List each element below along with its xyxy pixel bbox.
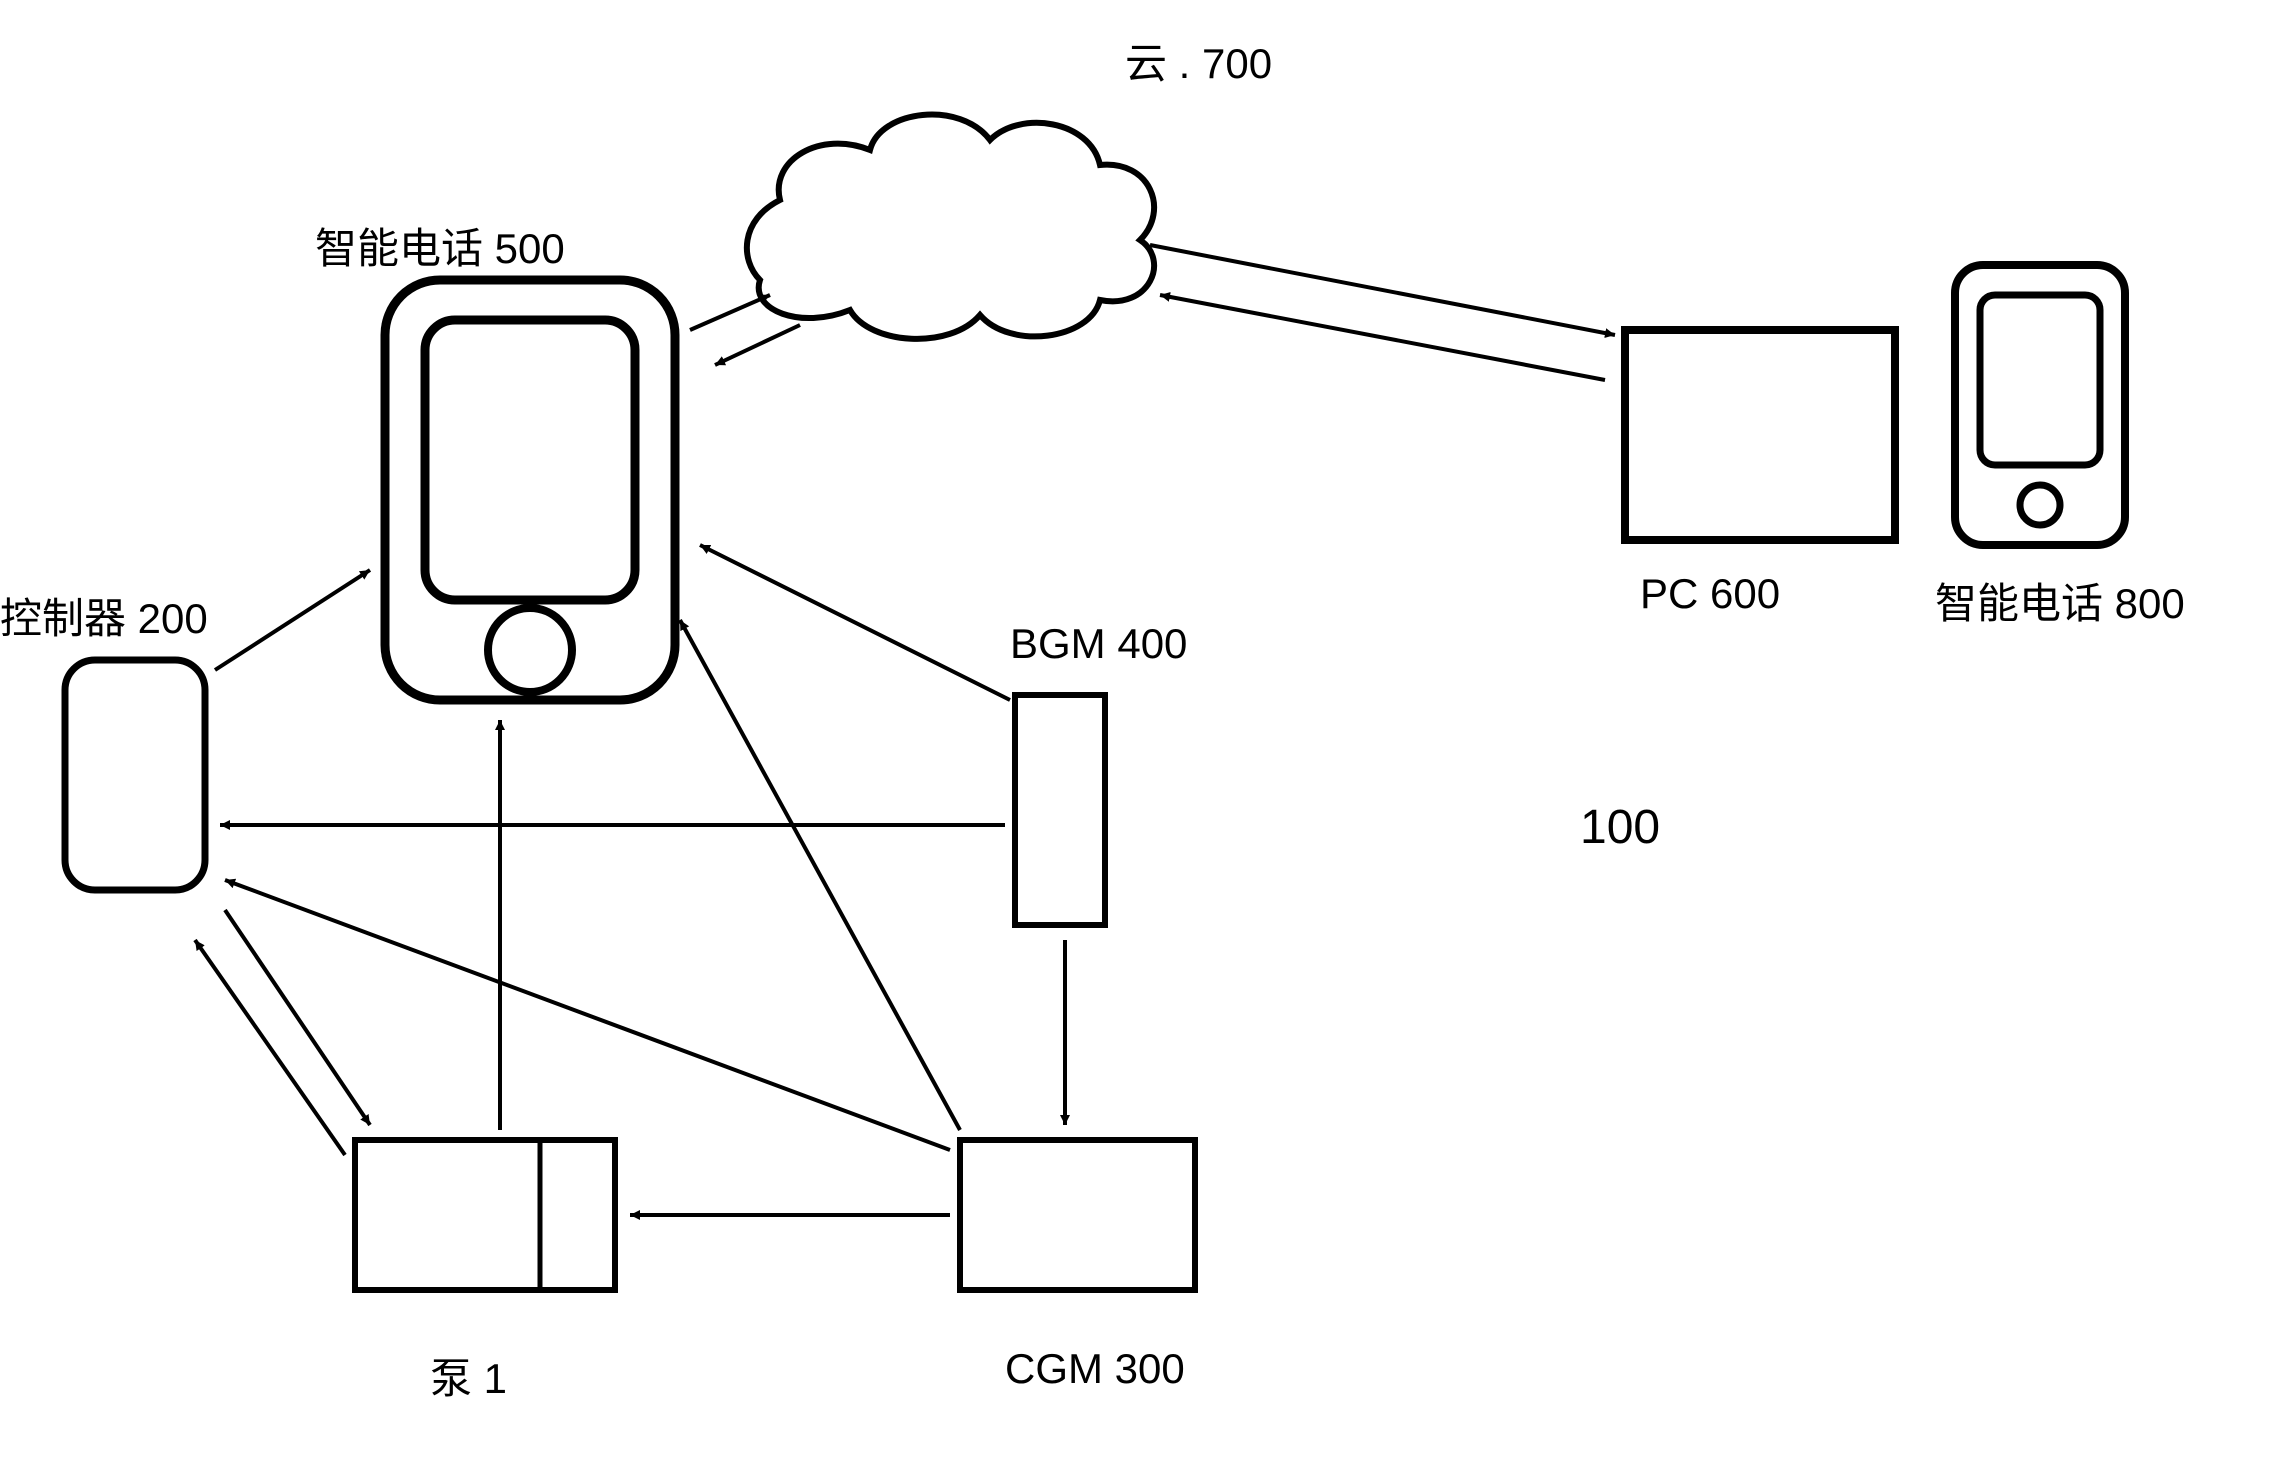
cloud-label: 云 . 700 [1125,30,1272,91]
edge-phone-cloud-2 [715,325,800,365]
pump-node [355,1140,615,1290]
edge-cgm-controller [225,880,950,1150]
edge-cgm-phone [680,620,960,1130]
controller-node [65,660,205,890]
smartphone500-label: 智能电话 500 [315,215,565,276]
system-id-label: 100 [1580,800,1660,855]
edge-cloud-pc-1 [1150,245,1615,335]
cgm-label: CGM 300 [1005,1345,1185,1393]
pump-label: 泵 1 [430,1345,507,1406]
pc-node [1625,330,1895,540]
edge-controller-pump-1 [195,940,345,1155]
pc-label: PC 600 [1640,570,1780,618]
bgm-label: BGM 400 [1010,620,1187,668]
edge-bgm-phone [700,545,1010,700]
edge-phone-cloud-1 [690,295,770,330]
smartphone800-node [1955,265,2125,545]
edge-cloud-pc-2 [1160,295,1605,380]
smartphone800-label: 智能电话 800 [1935,570,2185,631]
controller-label: 控制器 200 [0,585,208,646]
edge-controller-phone [215,570,370,670]
cloud-node [747,115,1154,339]
cgm-node [960,1140,1195,1290]
bgm-node [1015,695,1105,925]
smartphone500-node [385,280,675,700]
